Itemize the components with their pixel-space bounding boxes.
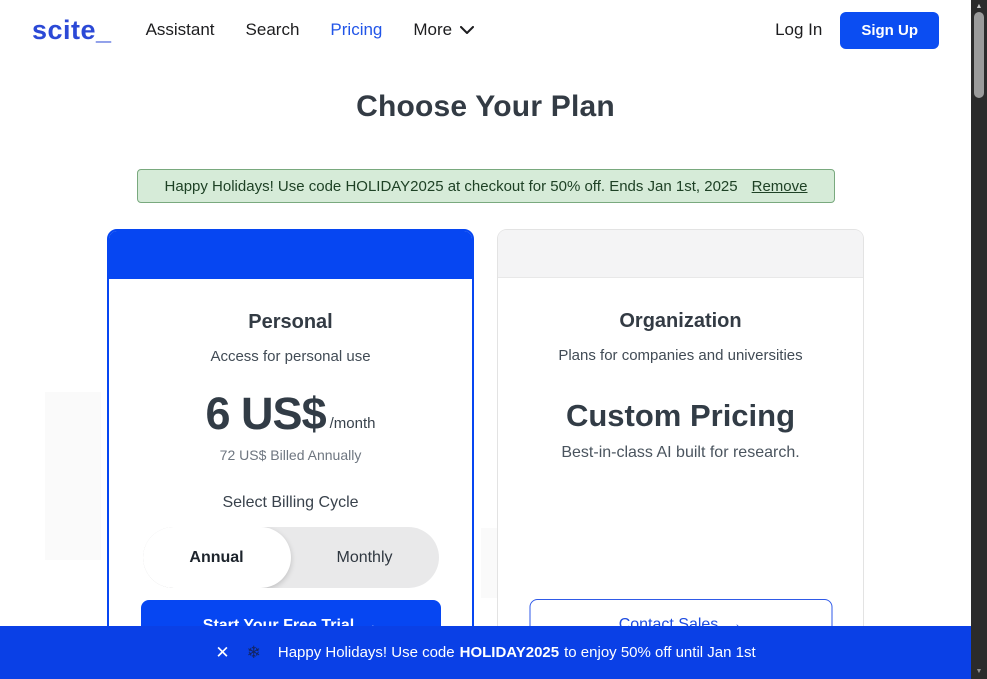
billing-cycle-label: Select Billing Cycle — [222, 494, 359, 511]
monthly-toggle-option[interactable]: Monthly — [336, 548, 393, 566]
banner-promo-code: HOLIDAY2025 — [459, 644, 560, 661]
organization-card-header-band — [498, 230, 863, 278]
page-title: Choose Your Plan — [356, 90, 615, 123]
nav-links: Assistant Search Pricing More — [146, 20, 475, 40]
scite-logo[interactable]: scite_ — [32, 14, 112, 45]
scrollbar-thumb[interactable] — [974, 12, 984, 98]
plan-cards: Personal Access for personal use 6 US$ /… — [107, 229, 864, 669]
personal-plan-title: Personal — [248, 311, 333, 333]
nav-item-search[interactable]: Search — [245, 20, 300, 39]
personal-plan-card: Personal Access for personal use 6 US$ /… — [107, 229, 474, 669]
personal-price: 6 US$ /month — [109, 391, 472, 436]
nav-item-assistant[interactable]: Assistant — [145, 20, 215, 39]
organization-plan-description: Plans for companies and universities — [558, 347, 803, 364]
background-artifact — [45, 392, 101, 560]
nav-item-more[interactable]: More — [413, 20, 475, 40]
personal-plan-description: Access for personal use — [210, 348, 371, 365]
nav-item-pricing[interactable]: Pricing — [330, 20, 383, 39]
snowflake-icon: ❄ — [246, 642, 261, 662]
holiday-promo-banner: ✕ ❄ Happy Holidays! Use code HOLIDAY2025… — [0, 626, 971, 679]
organization-plan-title: Organization — [619, 310, 742, 332]
close-icon[interactable]: ✕ — [215, 642, 230, 662]
personal-card-header-band — [109, 231, 472, 279]
chevron-down-icon — [460, 20, 475, 40]
price-period: /month — [329, 415, 376, 432]
billing-note: 72 US$ Billed Annually — [219, 447, 362, 463]
organization-plan-card: Organization Plans for companies and uni… — [497, 229, 864, 669]
scrollbar[interactable]: ▲ ▼ — [971, 0, 987, 679]
holiday-banner-text: Happy Holidays! Use code HOLIDAY2025 to … — [278, 644, 756, 661]
banner-text-after: to enjoy 50% off until Jan 1st — [564, 644, 756, 661]
banner-text-before: Happy Holidays! Use code — [277, 644, 455, 661]
annual-toggle-option[interactable]: Annual — [142, 527, 291, 588]
scrollbar-down-arrow[interactable]: ▼ — [975, 668, 983, 675]
login-link[interactable]: Log In — [775, 20, 823, 39]
promo-remove-link[interactable]: Remove — [751, 177, 808, 195]
custom-pricing-label: Custom Pricing — [565, 398, 796, 433]
promo-banner-text: Happy Holidays! Use code HOLIDAY2025 at … — [164, 177, 738, 195]
top-nav: scite_ Assistant Search Pricing More Log… — [0, 0, 971, 60]
nav-right: Log In Sign Up — [775, 11, 939, 49]
scrollbar-up-arrow[interactable]: ▲ — [975, 3, 983, 10]
organization-subtext: Best-in-class AI built for research. — [561, 444, 800, 461]
nav-more-label: More — [413, 20, 453, 39]
promo-banner: Happy Holidays! Use code HOLIDAY2025 at … — [137, 169, 835, 203]
signup-button[interactable]: Sign Up — [840, 11, 939, 49]
billing-cycle-toggle: Annual Monthly — [142, 527, 439, 588]
price-amount: 6 US$ — [205, 388, 327, 439]
